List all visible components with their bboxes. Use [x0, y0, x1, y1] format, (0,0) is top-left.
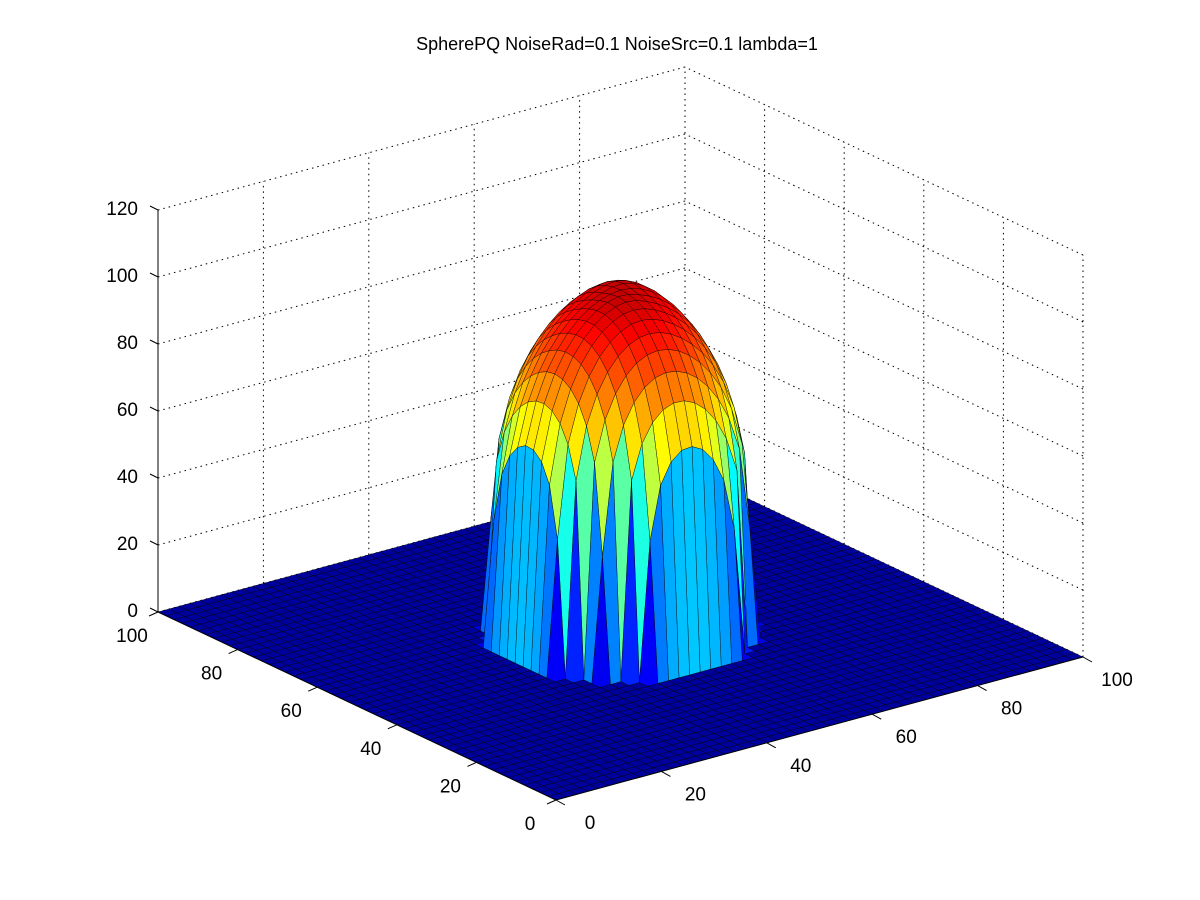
axes-frame	[148, 205, 1093, 806]
grid-line-z-back-left	[157, 66, 686, 211]
y-tick-label: 20	[440, 776, 461, 797]
z-tick-mark	[149, 339, 159, 345]
chart-title: SpherePQ NoiseRad=0.1 NoiseSrc=0.1 lambd…	[416, 34, 818, 54]
z-tick-mark	[149, 540, 159, 546]
y-tick-label: 0	[525, 814, 536, 835]
z-tick-label: 0	[127, 601, 138, 622]
x-tick-mark	[1082, 656, 1093, 663]
z-tick-label: 100	[106, 266, 138, 287]
grid-line-z-back-right	[684, 401, 1084, 591]
x-tick-label: 40	[790, 756, 811, 777]
y-tick-label: 100	[116, 626, 148, 647]
x-tick-mark	[871, 713, 882, 720]
z-tick-label: 40	[117, 467, 138, 488]
x-tick-label: 80	[1001, 699, 1022, 720]
grid-line-z-back-right	[684, 334, 1084, 524]
y-tick-mark	[546, 799, 557, 805]
x-tick-mark	[766, 742, 777, 749]
y-axis-line	[157, 611, 557, 801]
grid-line-z-back-left	[157, 133, 686, 278]
x-tick-mark	[555, 799, 566, 806]
x-tick-label: 60	[896, 727, 917, 748]
x-tick-label: 20	[685, 784, 706, 805]
y-tick-label: 40	[360, 739, 381, 760]
y-tick-mark	[307, 686, 318, 692]
surface-mesh	[157, 279, 1084, 801]
z-tick-mark	[149, 272, 159, 278]
z-tick-mark	[149, 473, 159, 479]
z-tick-label: 60	[117, 400, 138, 421]
grid-line-z-back-right	[684, 267, 1084, 457]
x-tick-label: 0	[585, 813, 596, 834]
y-tick-mark	[228, 649, 238, 655]
y-tick-label: 60	[281, 701, 302, 722]
z-tick-mark	[149, 607, 159, 613]
y-tick-mark	[467, 761, 477, 767]
z-tick-mark	[149, 406, 159, 412]
x-tick-mark	[661, 770, 671, 777]
y-tick-mark	[387, 724, 398, 730]
z-tick-label: 20	[117, 534, 138, 555]
grid-line-z-back-right	[684, 200, 1084, 390]
y-tick-mark	[148, 611, 159, 617]
y-tick-label: 80	[201, 664, 222, 685]
grid-line-z-back-right	[684, 133, 1084, 323]
tick-labels: 0 20 40 60 80 100 0 20 40 60 80 100 0 20 40 60 80 100 120	[106, 199, 1133, 835]
z-tick-label: 80	[117, 333, 138, 354]
x-axis-line	[555, 656, 1084, 801]
grid-line-z-back-right	[684, 66, 1084, 256]
x-tick-label: 100	[1101, 670, 1133, 691]
z-tick-label: 120	[106, 199, 138, 220]
z-tick-mark	[149, 205, 159, 211]
x-tick-mark	[977, 685, 987, 692]
